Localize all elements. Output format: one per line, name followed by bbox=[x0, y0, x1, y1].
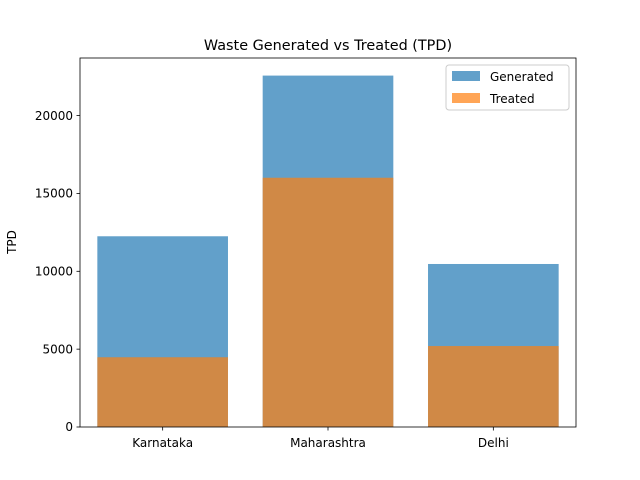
x-tick-label: Delhi bbox=[478, 436, 509, 450]
y-tick-label: 10000 bbox=[35, 265, 73, 279]
legend-swatch-treated bbox=[452, 93, 480, 103]
y-tick-label: 15000 bbox=[35, 187, 73, 201]
legend-swatch-generated bbox=[452, 71, 480, 81]
y-tick-label: 5000 bbox=[42, 342, 73, 356]
y-tick-label: 20000 bbox=[35, 109, 73, 123]
legend-label-treated: Treated bbox=[489, 92, 535, 106]
ticks-group: 0 5000 10000 15000 20000 Karnataka Maharashtra… bbox=[35, 109, 509, 450]
bar-treated-delhi bbox=[428, 346, 559, 427]
y-axis-label: TPD bbox=[5, 230, 19, 255]
bars-group bbox=[97, 75, 559, 427]
legend-label-generated: Generated bbox=[490, 70, 554, 84]
x-tick-label: Karnataka bbox=[132, 436, 193, 450]
y-tick-label: 0 bbox=[65, 420, 73, 434]
bar-treated-karnataka bbox=[97, 357, 228, 427]
bar-treated-maharashtra bbox=[262, 177, 394, 427]
x-tick-label: Maharashtra bbox=[290, 436, 366, 450]
legend: Generated Treated bbox=[445, 64, 570, 111]
chart-title: Waste Generated vs Treated (TPD) bbox=[204, 38, 452, 54]
